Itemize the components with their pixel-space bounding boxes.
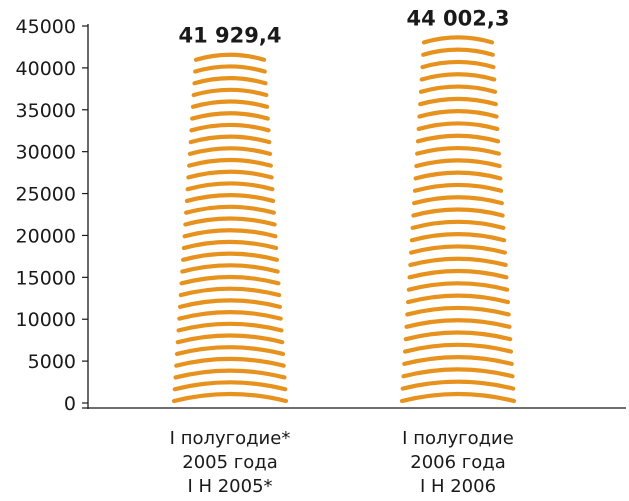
bar-stripe: [412, 195, 504, 206]
bar-stripe: [187, 146, 273, 156]
bar-stripe: [421, 47, 495, 57]
bar-stripe: [179, 274, 281, 286]
bar-stripe: [177, 310, 283, 321]
bar-stripe: [183, 216, 277, 227]
bar-stripe: [408, 256, 508, 268]
bar-stripe: [409, 244, 507, 255]
bar-stripe: [400, 379, 516, 391]
bar-stripe: [416, 121, 500, 132]
bar-stripe: [175, 333, 285, 345]
bar: [399, 35, 517, 404]
category-label: I полугодие*: [170, 428, 291, 449]
bar-stripe: [187, 157, 273, 168]
bar-stripe: [413, 170, 503, 181]
bar-stripe: [402, 355, 514, 366]
bar-stripe: [417, 109, 499, 119]
y-tick-label: 30000: [16, 142, 76, 164]
bar-stripe: [191, 87, 269, 98]
bar-stripe: [410, 219, 506, 230]
y-tick-label: 40000: [16, 58, 76, 80]
bar-stripe: [411, 207, 505, 218]
bar-stripe: [405, 293, 511, 305]
bar-stripe: [190, 111, 270, 121]
bar-stripe: [185, 181, 275, 192]
y-tick-label: 10000: [16, 309, 76, 331]
bar-stripe: [415, 133, 501, 144]
category-labels: I полугодие* 2005 года I H 2005* I полугоди…: [170, 428, 514, 497]
bar-stripe: [180, 263, 280, 274]
y-tick-label: 45000: [16, 16, 76, 38]
bar-stripe: [193, 52, 267, 62]
bar-stripe: [405, 305, 511, 317]
bar-stripe: [418, 96, 498, 107]
bar-value-label: 44 002,3: [407, 6, 510, 30]
bar-stripe: [174, 356, 286, 368]
bar-stripe: [193, 64, 267, 74]
y-tick-label: 5000: [28, 351, 76, 373]
bar-stripe: [184, 193, 276, 204]
bar-stripe: [190, 99, 270, 109]
bar-stripe: [186, 169, 274, 180]
bar-stripe: [407, 268, 509, 280]
bar-stripe: [414, 158, 502, 169]
category-label: I H 2006: [420, 476, 496, 497]
y-tick-label: 35000: [16, 100, 76, 122]
bar-stripe: [403, 330, 513, 342]
bar-stripe: [188, 134, 272, 145]
bar-stripe: [171, 391, 289, 404]
category-label: 2006 года: [410, 452, 505, 473]
bar-stripe: [418, 84, 498, 94]
value-labels: 41 929,4 44 002,3: [179, 6, 510, 47]
bar-stripe: [420, 59, 496, 70]
bar-stripe: [181, 239, 279, 251]
bars: [171, 35, 517, 404]
bar-stripe: [173, 368, 287, 380]
bar-stripe: [189, 122, 271, 133]
bar-value-label: 41 929,4: [179, 24, 282, 48]
bar-stripe: [176, 321, 284, 333]
bar-stripe: [184, 204, 276, 215]
bar-stripe: [421, 35, 495, 45]
y-tick-label: 20000: [16, 225, 76, 247]
bar-stripe: [182, 228, 278, 239]
bar-stripe: [419, 72, 497, 82]
bar-stripe: [404, 318, 512, 329]
category-label: I H 2005*: [187, 476, 272, 497]
bar-stripe: [401, 367, 515, 379]
bar-stripe: [412, 182, 504, 193]
y-tick-label: 15000: [16, 267, 76, 289]
bar-stripe: [406, 281, 510, 292]
bar-stripe: [174, 345, 286, 357]
bar-stripe: [409, 232, 507, 243]
bar-stripe: [172, 380, 288, 392]
bar-stripe: [177, 298, 283, 309]
bar-stripe: [402, 342, 514, 354]
y-tick-label: 25000: [16, 184, 76, 206]
bar-stripe: [415, 145, 501, 156]
bar-stripe: [181, 251, 279, 262]
bar: [171, 52, 289, 404]
y-axis: 0 5000 10000 15000 20000 25000 30000 35000 40000…: [16, 16, 89, 415]
bar-stripe: [192, 76, 268, 86]
bar-stripe: [178, 286, 282, 298]
y-tick-label: 0: [64, 393, 76, 415]
bar-stripe: [399, 391, 517, 404]
category-label: I полугодие: [402, 428, 514, 449]
category-label: 2005 года: [182, 452, 277, 473]
